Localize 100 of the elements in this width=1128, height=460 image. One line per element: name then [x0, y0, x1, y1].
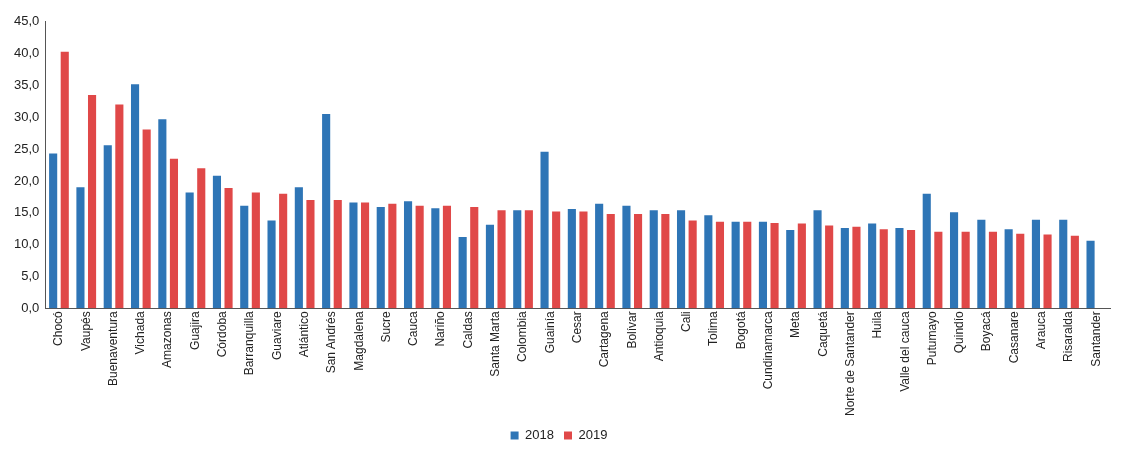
bar — [868, 223, 877, 309]
x-tick-label: Vichada — [133, 310, 148, 355]
y-tick-label: 45,0 — [13, 13, 40, 29]
bar — [606, 214, 615, 309]
bar — [1059, 219, 1068, 309]
bar — [540, 151, 549, 309]
x-tick-label: Huila — [870, 310, 885, 339]
bar — [786, 229, 795, 309]
bar — [115, 104, 124, 309]
bar — [567, 208, 576, 309]
bar — [1070, 235, 1079, 309]
x-tick-label: Cartagena — [597, 310, 612, 368]
bar — [185, 192, 194, 309]
bar — [485, 224, 495, 309]
x-tick-label: Nariño — [433, 310, 448, 347]
x-tick-label: Cundinamarca — [761, 310, 776, 390]
bar — [633, 214, 643, 309]
bar — [934, 231, 943, 309]
bar — [306, 200, 315, 309]
x-tick-label: Caldas — [460, 311, 475, 349]
bar — [743, 221, 752, 309]
bar — [1016, 233, 1025, 309]
bar — [294, 187, 303, 309]
bar — [403, 201, 413, 309]
bar — [212, 175, 222, 309]
bar — [961, 231, 970, 309]
bar — [715, 221, 725, 309]
x-tick-label: Norte de Santander — [842, 311, 857, 417]
x-tick-label: Arauca — [1034, 310, 1049, 350]
y-tick-label: 0,0 — [21, 299, 40, 315]
x-tick-label: Quindío — [952, 310, 967, 354]
bar — [470, 207, 479, 309]
bar — [949, 212, 959, 309]
bar — [688, 220, 697, 309]
y-tick-label: 20,0 — [13, 172, 40, 188]
y-tick-label: 15,0 — [13, 204, 40, 220]
bar — [1086, 240, 1095, 309]
bar — [130, 84, 140, 309]
bar — [524, 210, 533, 309]
bar — [197, 168, 206, 309]
bar — [142, 129, 151, 309]
bar — [497, 210, 506, 309]
bar — [895, 228, 904, 309]
bar — [852, 226, 861, 309]
x-tick-label: Buenaventura — [105, 310, 120, 386]
y-tick-label: 10,0 — [13, 236, 40, 252]
bar — [267, 220, 276, 309]
x-tick-label: Antioquia — [651, 310, 666, 362]
x-tick-label: Casanare — [1006, 310, 1021, 364]
bar — [595, 203, 604, 309]
x-tick-label: Santander — [1088, 311, 1103, 367]
bar — [704, 215, 713, 309]
x-tick-label: Guainía — [542, 310, 557, 354]
x-tick-label: Boyacá — [979, 310, 994, 352]
bar — [731, 221, 740, 309]
bar — [513, 210, 522, 309]
x-tick-label: Cesar — [569, 311, 584, 344]
y-tick-label: 5,0 — [21, 268, 40, 284]
y-tick-label: 40,0 — [13, 45, 40, 61]
bar — [825, 225, 834, 309]
bar — [431, 208, 440, 309]
x-tick-label: Magdalena — [351, 310, 366, 371]
bar — [458, 236, 467, 309]
bar — [442, 205, 452, 309]
bar — [103, 145, 112, 309]
x-tick-label: Guaviare — [269, 310, 284, 360]
bar — [349, 202, 358, 309]
x-tick-label: Guajira — [187, 310, 202, 350]
bar — [360, 202, 370, 309]
bar — [169, 158, 179, 309]
bar — [376, 207, 385, 309]
bar — [906, 229, 916, 309]
bar — [797, 223, 806, 309]
x-tick-label: Sucre — [378, 310, 393, 343]
x-tick-label: Bogotá — [733, 310, 748, 350]
x-tick-label: Córdoba — [215, 310, 230, 358]
bar — [676, 210, 686, 309]
bar — [649, 210, 658, 309]
bar — [840, 228, 849, 309]
bar — [333, 200, 342, 309]
bar — [813, 210, 822, 309]
x-tick-label: Tolima — [706, 310, 721, 346]
bar — [224, 187, 233, 309]
bar — [240, 205, 249, 309]
x-tick-label: Amazonas — [160, 311, 175, 368]
x-tick-label: Bolívar — [624, 311, 639, 349]
bar — [158, 119, 167, 309]
x-tick-label: Putumayo — [924, 310, 939, 366]
bar — [977, 219, 986, 309]
bar — [60, 51, 69, 309]
bar — [758, 221, 768, 309]
bar — [49, 153, 58, 309]
bar — [1043, 234, 1052, 309]
x-tick-label: Colombia — [515, 310, 530, 362]
bar — [1004, 229, 1013, 309]
x-tick-label: Santa Marta — [488, 310, 503, 377]
x-tick-label: Chocó — [51, 310, 66, 346]
bar — [251, 192, 260, 309]
bar — [322, 114, 331, 309]
bar — [76, 187, 85, 309]
